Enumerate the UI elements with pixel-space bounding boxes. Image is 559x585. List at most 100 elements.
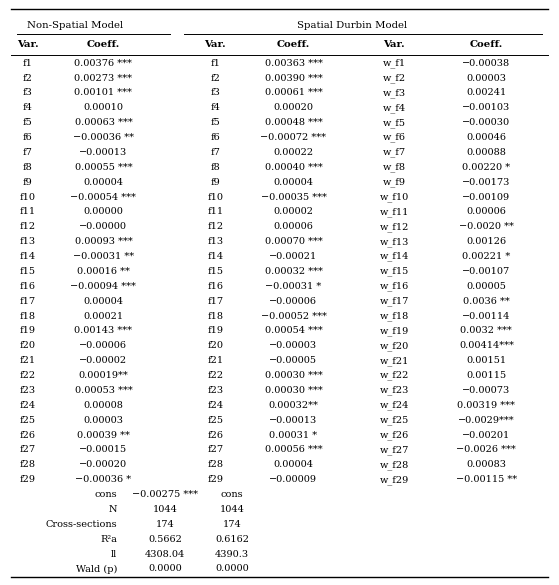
Text: −0.0020 **: −0.0020 ** (459, 222, 514, 231)
Text: −0.00038: −0.00038 (462, 58, 510, 68)
Text: 174: 174 (155, 520, 174, 529)
Text: −0.00006: −0.00006 (79, 341, 127, 350)
Text: f4: f4 (210, 104, 220, 112)
Text: 1044: 1044 (153, 505, 177, 514)
Text: f2: f2 (23, 74, 33, 82)
Text: w_f8: w_f8 (382, 163, 406, 172)
Text: f19: f19 (207, 326, 223, 335)
Text: f3: f3 (23, 88, 33, 98)
Text: −0.00030: −0.00030 (462, 118, 510, 127)
Text: 0.00055 ***: 0.00055 *** (74, 163, 132, 172)
Text: f5: f5 (23, 118, 33, 127)
Text: 0.00376 ***: 0.00376 *** (74, 58, 132, 68)
Text: 4390.3: 4390.3 (215, 549, 249, 559)
Text: w_f1: w_f1 (382, 58, 406, 68)
Text: f14: f14 (20, 252, 36, 261)
Text: f19: f19 (20, 326, 36, 335)
Text: f9: f9 (23, 178, 33, 187)
Text: f10: f10 (20, 192, 36, 202)
Text: f25: f25 (207, 416, 223, 425)
Text: −0.00094 ***: −0.00094 *** (70, 282, 136, 291)
Text: w_f5: w_f5 (382, 118, 406, 128)
Text: 0.00390 ***: 0.00390 *** (264, 74, 323, 82)
Text: 0.00008: 0.00008 (83, 401, 124, 410)
Text: 0.00363 ***: 0.00363 *** (264, 58, 323, 68)
Text: Var.: Var. (205, 40, 226, 49)
Text: f24: f24 (20, 401, 36, 410)
Text: −0.00073: −0.00073 (462, 386, 510, 395)
Text: w_f16: w_f16 (380, 281, 409, 291)
Text: 0.00006: 0.00006 (273, 222, 314, 231)
Text: −0.00000: −0.00000 (79, 222, 127, 231)
Text: −0.00035 ***: −0.00035 *** (260, 192, 326, 202)
Text: f6: f6 (210, 133, 220, 142)
Text: 0.00241: 0.00241 (466, 88, 506, 98)
Text: f23: f23 (207, 386, 223, 395)
Text: f11: f11 (20, 208, 36, 216)
Text: −0.0029***: −0.0029*** (458, 416, 515, 425)
Text: 0.00126: 0.00126 (466, 237, 506, 246)
Text: f14: f14 (207, 252, 223, 261)
Text: 0.00032 ***: 0.00032 *** (264, 267, 323, 276)
Text: 0.00006: 0.00006 (466, 208, 506, 216)
Text: Coeff.: Coeff. (277, 40, 310, 49)
Text: 0.00003: 0.00003 (466, 74, 506, 82)
Text: 0.00221 *: 0.00221 * (462, 252, 510, 261)
Text: f8: f8 (210, 163, 220, 172)
Text: 0.00021: 0.00021 (83, 312, 124, 321)
Text: f15: f15 (20, 267, 36, 276)
Text: w_f10: w_f10 (380, 192, 409, 202)
Text: −0.00072 ***: −0.00072 *** (260, 133, 326, 142)
Text: 0.00040 ***: 0.00040 *** (264, 163, 323, 172)
Text: 0.00063 ***: 0.00063 *** (74, 118, 132, 127)
Text: 0.0000: 0.0000 (215, 565, 249, 573)
Text: cons: cons (95, 490, 117, 499)
Text: f12: f12 (207, 222, 223, 231)
Text: 1044: 1044 (220, 505, 244, 514)
Text: f5: f5 (210, 118, 220, 127)
Text: 0.00070 ***: 0.00070 *** (264, 237, 323, 246)
Text: −0.00005: −0.00005 (269, 356, 318, 365)
Text: f29: f29 (207, 475, 223, 484)
Text: 0.00030 ***: 0.00030 *** (264, 386, 323, 395)
Text: w_f22: w_f22 (380, 371, 409, 380)
Text: 0.00005: 0.00005 (466, 282, 506, 291)
Text: f25: f25 (20, 416, 36, 425)
Text: f16: f16 (207, 282, 223, 291)
Text: Cross-sections: Cross-sections (46, 520, 117, 529)
Text: 0.00004: 0.00004 (273, 178, 314, 187)
Text: 0.00020: 0.00020 (273, 104, 314, 112)
Text: f18: f18 (20, 312, 36, 321)
Text: 0.00003: 0.00003 (83, 416, 124, 425)
Text: w_f7: w_f7 (382, 147, 406, 157)
Text: f13: f13 (207, 237, 223, 246)
Text: −0.00031 *: −0.00031 * (266, 282, 321, 291)
Text: −0.00173: −0.00173 (462, 178, 510, 187)
Text: f3: f3 (210, 88, 220, 98)
Text: f22: f22 (207, 371, 223, 380)
Text: f21: f21 (207, 356, 223, 365)
Text: 0.00053 ***: 0.00053 *** (74, 386, 132, 395)
Text: f9: f9 (210, 178, 220, 187)
Text: 0.6162: 0.6162 (215, 535, 249, 543)
Text: 0.00273 ***: 0.00273 *** (74, 74, 132, 82)
Text: f23: f23 (20, 386, 36, 395)
Text: 0.5662: 0.5662 (148, 535, 182, 543)
Text: 0.00151: 0.00151 (466, 356, 506, 365)
Text: f8: f8 (23, 163, 33, 172)
Text: 0.00048 ***: 0.00048 *** (264, 118, 323, 127)
Text: −0.00054 ***: −0.00054 *** (70, 192, 136, 202)
Text: w_f9: w_f9 (382, 177, 406, 187)
Text: −0.00052 ***: −0.00052 *** (260, 312, 326, 321)
Text: w_f3: w_f3 (382, 88, 406, 98)
Text: 0.00088: 0.00088 (466, 148, 506, 157)
Text: Var.: Var. (17, 40, 39, 49)
Text: f28: f28 (207, 460, 223, 469)
Text: −0.00115 **: −0.00115 ** (456, 475, 517, 484)
Text: f1: f1 (23, 58, 33, 68)
Text: f12: f12 (20, 222, 36, 231)
Text: 0.00061 ***: 0.00061 *** (264, 88, 323, 98)
Text: f11: f11 (207, 208, 223, 216)
Text: −0.00013: −0.00013 (79, 148, 127, 157)
Text: w_f11: w_f11 (380, 207, 409, 217)
